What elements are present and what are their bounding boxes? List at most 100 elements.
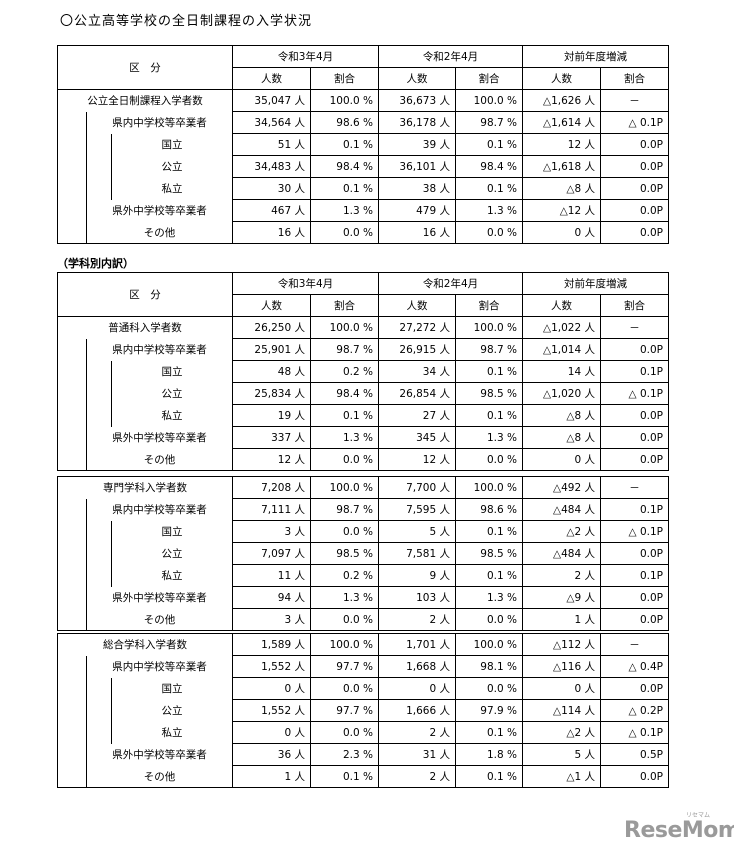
cell: 0 人 bbox=[232, 721, 311, 744]
cell: 36,101 人 bbox=[378, 155, 456, 178]
cell: 35,047 人 bbox=[232, 89, 311, 112]
title: 〇公立高等学校の全日制課程の入学状況 bbox=[60, 14, 313, 29]
cell: 2 人 bbox=[378, 721, 456, 744]
row: 県外中学校等卒業者 94 人 1.3 % 103 人 1.3 % △9 人 0.0P bbox=[57, 586, 669, 609]
header-sub: 割合 bbox=[310, 294, 379, 317]
cell: 0.0P bbox=[600, 338, 669, 361]
row-label-cell: 公立全日制課程入学者数 bbox=[57, 89, 233, 112]
cell: 25,901 人 bbox=[232, 338, 311, 361]
cell: 39 人 bbox=[378, 133, 456, 156]
row-label: 公立全日制課程入学者数 bbox=[87, 95, 203, 108]
cell: △484 人 bbox=[522, 542, 601, 565]
row-label: 県内中学校等卒業者 bbox=[86, 498, 232, 521]
cell: 1.3 % bbox=[310, 426, 379, 449]
row-label-cell: 公立 bbox=[57, 155, 233, 178]
cell: 98.7 % bbox=[310, 338, 379, 361]
cell: 0 人 bbox=[522, 448, 601, 471]
row: 県外中学校等卒業者 36 人 2.3 % 31 人 1.8 % 5 人 0.5P bbox=[57, 743, 669, 766]
row-label-cell: 普通科入学者数 bbox=[57, 316, 233, 339]
row-label-cell: 県内中学校等卒業者 bbox=[57, 655, 233, 678]
watermark-kana: リセマム bbox=[686, 812, 711, 819]
header-period: 令和3年4月 bbox=[232, 272, 379, 295]
cell: 27,272 人 bbox=[378, 316, 456, 339]
row-label: 国立 bbox=[111, 360, 232, 383]
cell: △112 人 bbox=[522, 633, 601, 656]
cell: △ 0.2P bbox=[600, 699, 669, 722]
row-label-cell: 県内中学校等卒業者 bbox=[57, 338, 233, 361]
row-label: 県外中学校等卒業者 bbox=[86, 743, 232, 766]
header-sub: 人数 bbox=[522, 294, 601, 317]
cell: 100.0 % bbox=[455, 316, 523, 339]
row: 総合学科入学者数 1,589 人 100.0 % 1,701 人 100.0 % △112… bbox=[57, 633, 669, 656]
watermark: ReseMom bbox=[624, 818, 734, 843]
cell: △1,022 人 bbox=[522, 316, 601, 339]
tree-line bbox=[86, 177, 87, 200]
table: 区 分令和3年4月 令和2年4月 対前年度増減 人数 割合 人数 割合 人数 割合 公立全日制課程… bbox=[57, 45, 669, 244]
row-label-cell: 専門学科入学者数 bbox=[57, 476, 233, 499]
row-label-cell: 県内中学校等卒業者 bbox=[57, 498, 233, 521]
row-label: 専門学科入学者数 bbox=[103, 482, 187, 495]
header-sub: 割合 bbox=[455, 67, 523, 90]
tree-line bbox=[86, 382, 87, 405]
cell: 26,915 人 bbox=[378, 338, 456, 361]
cell: 1.3 % bbox=[310, 586, 379, 609]
cell: 98.4 % bbox=[310, 155, 379, 178]
cell: 26,854 人 bbox=[378, 382, 456, 405]
row-label: 県内中学校等卒業者 bbox=[86, 655, 232, 678]
cell: 100.0 % bbox=[310, 476, 379, 499]
cell: 0.0 % bbox=[310, 721, 379, 744]
cell: 5 人 bbox=[378, 520, 456, 543]
row: 私立 19 人 0.1 % 27 人 0.1 % △8 人 0.0P bbox=[57, 404, 669, 427]
cell: 0.1 % bbox=[455, 520, 523, 543]
cell: 0.1 % bbox=[310, 177, 379, 200]
row-label: その他 bbox=[86, 448, 232, 470]
cell: 0.1 % bbox=[455, 765, 523, 788]
cell: 100.0 % bbox=[455, 633, 523, 656]
cell: 1 人 bbox=[522, 608, 601, 631]
cell: 51 人 bbox=[232, 133, 311, 156]
header-period: 令和2年4月 bbox=[378, 272, 523, 295]
cell: － bbox=[600, 89, 669, 112]
row-label: 国立 bbox=[111, 520, 232, 543]
cell: 337 人 bbox=[232, 426, 311, 449]
cell: 0.0 % bbox=[310, 520, 379, 543]
cell: 97.7 % bbox=[310, 655, 379, 678]
cell: 0.0P bbox=[600, 221, 669, 244]
cell: 94 人 bbox=[232, 586, 311, 609]
cell: △2 人 bbox=[522, 520, 601, 543]
row-label: 県内中学校等卒業者 bbox=[86, 338, 232, 361]
row-label: 国立 bbox=[111, 677, 232, 700]
cell: △8 人 bbox=[522, 426, 601, 449]
row: 県内中学校等卒業者 1,552 人 97.7 % 1,668 人 98.1 % △116 … bbox=[57, 655, 669, 678]
row-label-cell: その他 bbox=[57, 608, 233, 631]
cell: 98.4 % bbox=[455, 155, 523, 178]
cell: △484 人 bbox=[522, 498, 601, 521]
row: 専門学科入学者数 7,208 人 100.0 % 7,700 人 100.0 % △492… bbox=[57, 476, 669, 499]
cell: 12 人 bbox=[378, 448, 456, 471]
cell: 97.9 % bbox=[455, 699, 523, 722]
cell: 1,666 人 bbox=[378, 699, 456, 722]
row-label: その他 bbox=[86, 608, 232, 630]
row: その他 3 人 0.0 % 2 人 0.0 % 1 人 0.0P bbox=[57, 608, 669, 631]
header-sub: 割合 bbox=[600, 294, 669, 317]
cell: 7,097 人 bbox=[232, 542, 311, 565]
cell: △1,614 人 bbox=[522, 111, 601, 134]
cell: △ 0.1P bbox=[600, 111, 669, 134]
row-label: 私立 bbox=[111, 721, 232, 744]
row-label-cell: その他 bbox=[57, 221, 233, 244]
cell: 98.7 % bbox=[455, 111, 523, 134]
cell: 97.7 % bbox=[310, 699, 379, 722]
cell: － bbox=[600, 316, 669, 339]
cell: 0.0 % bbox=[455, 221, 523, 244]
cell: 19 人 bbox=[232, 404, 311, 427]
cell: 100.0 % bbox=[310, 316, 379, 339]
header-sub: 割合 bbox=[455, 294, 523, 317]
cell: 345 人 bbox=[378, 426, 456, 449]
cell: 1.8 % bbox=[455, 743, 523, 766]
cell: 0.1P bbox=[600, 498, 669, 521]
cell: 16 人 bbox=[378, 221, 456, 244]
cell: 27 人 bbox=[378, 404, 456, 427]
cell: 100.0 % bbox=[310, 89, 379, 112]
cell: 0.5P bbox=[600, 743, 669, 766]
